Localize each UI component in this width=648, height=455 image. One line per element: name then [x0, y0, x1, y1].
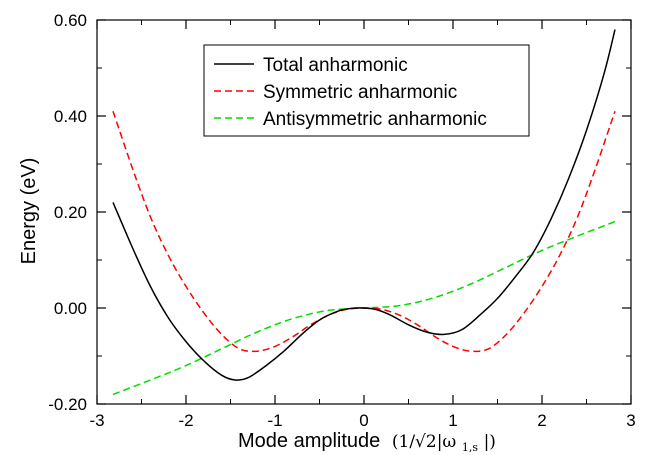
legend-box: [203, 44, 530, 137]
series-line-total: [112, 29, 616, 381]
x-axis-title-main: Mode amplitude: [238, 430, 380, 452]
plot-area: -3 -2 -1 0 1 2 3 -0.20 0.00 0.20 0.40 0.60: [48, 11, 635, 430]
x-axis-title-units: (1/√2|ω: [392, 432, 457, 452]
x-tick-label: 0: [359, 411, 368, 430]
y-tick-label: 0.00: [54, 299, 87, 318]
legend: Total anharmonic Symmetric anharmonic An…: [203, 44, 530, 137]
x-axis-title-units-end: |): [484, 432, 496, 452]
legend-label-antisymmetric: Antisymmetric anharmonic: [263, 109, 487, 130]
x-tick-label: -2: [178, 411, 193, 430]
y-tick-label: 0.20: [54, 203, 87, 222]
x-axis-title: Mode amplitude (1/√2|ω 1,s |): [238, 430, 496, 455]
y-axis-title: Energy (eV): [18, 158, 40, 265]
x-tick-label: 3: [626, 411, 635, 430]
x-tick-label: 2: [537, 411, 546, 430]
ticks-layer: -3 -2 -1 0 1 2 3 -0.20 0.00 0.20 0.40 0.60: [48, 11, 635, 430]
y-tick-label: 0.60: [54, 11, 87, 30]
legend-label-total: Total anharmonic: [263, 55, 408, 76]
x-axis-title-subscript: 1,s: [462, 441, 478, 454]
x-tick-label: -1: [267, 411, 282, 430]
series-line-symmetric: [112, 110, 616, 353]
y-tick-label: -0.20: [48, 395, 87, 414]
x-tick-label: -3: [89, 411, 104, 430]
legend-label-symmetric: Symmetric anharmonic: [263, 82, 457, 103]
y-tick-label: 0.40: [54, 107, 87, 126]
x-tick-label: 1: [448, 411, 457, 430]
series-layer: [112, 29, 616, 396]
